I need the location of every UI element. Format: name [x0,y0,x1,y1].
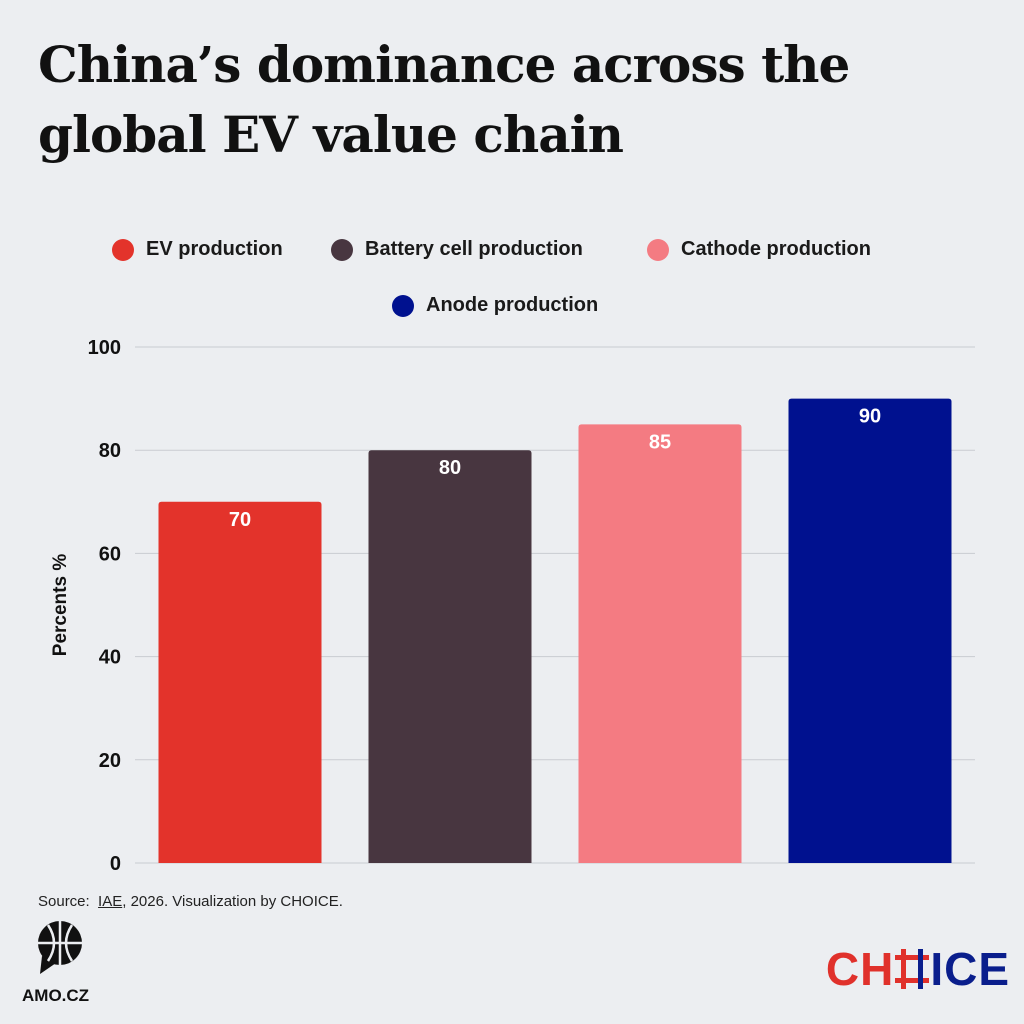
source-prefix: Source: [38,893,90,910]
choice-logo-emblem-icon [895,949,930,989]
bar-cathode [578,424,742,863]
choice-logo: CH ICE [826,942,1010,996]
y-tick-label-100: 100 [88,337,121,359]
legend-swatch-cathode [647,238,669,261]
legend-swatch-anode [392,294,414,317]
bar-anode [788,398,952,863]
y-tick-label-40: 40 [99,647,121,669]
legend-swatch-ev [112,238,134,261]
legend-label-ev: EV production [146,238,283,260]
source-note: Source: IAE, 2026. Visualization by CHOI… [38,893,343,910]
bar-battery [368,450,532,863]
y-tick-label-0: 0 [110,853,121,875]
source-suffix: , 2026. Visualization by CHOICE. [122,893,343,910]
legend-label-cathode: Cathode production [681,238,871,260]
legend-item-ev: EV production [112,238,283,261]
legend-label-anode: Anode production [426,294,599,316]
legend-swatch-battery [331,238,353,261]
legend-label-battery: Battery cell production [365,238,583,260]
chart-title-line-1: China’s dominance across the [38,35,850,94]
source-link[interactable]: IAE [98,893,123,910]
amo-logo-icon [38,921,82,974]
data-label-anode: 90 [859,406,881,428]
legend-item-battery: Battery cell production [331,238,583,261]
choice-logo-part-b: ICE [930,943,1010,995]
y-axis-label: Percents % [50,554,71,657]
chart-title-line-2: global EV value chain [38,105,624,164]
data-label-ev: 70 [229,509,251,531]
chart-title: China’s dominance across the global EV v… [38,30,998,170]
y-tick-label-20: 20 [99,750,121,772]
y-tick-label-80: 80 [99,440,121,462]
choice-logo-part-a: CH [825,943,895,995]
legend-item-cathode: Cathode production [647,238,871,261]
data-label-battery: 80 [439,457,461,479]
y-tick-label-60: 60 [99,543,121,565]
data-label-cathode: 85 [649,431,671,453]
amo-label: AMO.CZ [22,986,90,1005]
bar-ev [158,501,322,863]
legend-item-anode: Anode production [392,294,598,317]
